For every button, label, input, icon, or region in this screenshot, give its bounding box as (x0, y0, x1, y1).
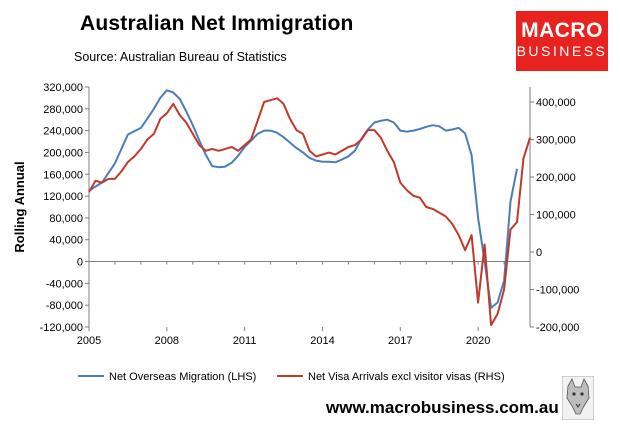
legend-label: Net Visa Arrivals excl visitor visas (RH… (308, 371, 505, 383)
right-y-tick-label: 400,000 (536, 97, 576, 109)
website-url[interactable]: www.macrobusiness.com.au (326, 398, 559, 417)
left-y-tick-label: 40,000 (49, 235, 83, 247)
chart-subtitle: Source: Australian Bureau of Statistics (74, 50, 287, 64)
left-y-tick-label: -80,000 (46, 300, 83, 312)
legend-label: Net Overseas Migration (LHS) (109, 371, 256, 383)
left-y-tick-label: 200,000 (43, 147, 83, 159)
chart-title: Australian Net Immigration (80, 12, 354, 35)
x-tick-label: 2008 (155, 335, 179, 347)
left-y-tick-label: 0 (77, 257, 83, 269)
left-y-tick-label: 160,000 (43, 169, 83, 181)
right-y-tick-label: 300,000 (536, 135, 576, 147)
left-y-tick-label: 280,000 (43, 104, 83, 116)
left-y-tick-label: -40,000 (46, 278, 83, 290)
series-layer (88, 89, 531, 327)
nom-series-line (88, 89, 518, 309)
x-tick-label: 2005 (77, 335, 101, 347)
right-y-tick-label: -200,000 (536, 322, 579, 334)
macrobusiness-logo: MACRO BUSINESS (516, 11, 608, 71)
x-tick-label: 2011 (233, 335, 257, 347)
visa-series-line (88, 97, 531, 327)
x-tick-label: 2014 (310, 335, 334, 347)
right-y-tick-label: 100,000 (536, 210, 576, 222)
y-axis-title: Rolling Annual (12, 161, 27, 252)
chart-axes: 320,000 280,000 240,000 200,000 160,000 120,0… (12, 82, 579, 347)
left-y-tick-label: 80,000 (49, 213, 83, 225)
x-tick-label: 2020 (466, 335, 490, 347)
x-tick-label: 2017 (388, 335, 412, 347)
left-y-tick-label: 320,000 (43, 82, 83, 94)
right-y-tick-label: -100,000 (536, 285, 579, 297)
logo-line-1: MACRO (521, 19, 603, 42)
logo-line-2: BUSINESS (516, 43, 608, 59)
chart-legend: Net Overseas Migration (LHS) Net Visa Arr… (78, 371, 505, 383)
right-y-tick-label: 200,000 (536, 172, 576, 184)
left-y-tick-label: 120,000 (43, 191, 83, 203)
right-y-tick-label: 0 (536, 247, 542, 259)
wolf-icon (562, 376, 594, 420)
left-y-tick-label: -120,000 (40, 322, 83, 334)
left-y-tick-label: 240,000 (43, 126, 83, 138)
